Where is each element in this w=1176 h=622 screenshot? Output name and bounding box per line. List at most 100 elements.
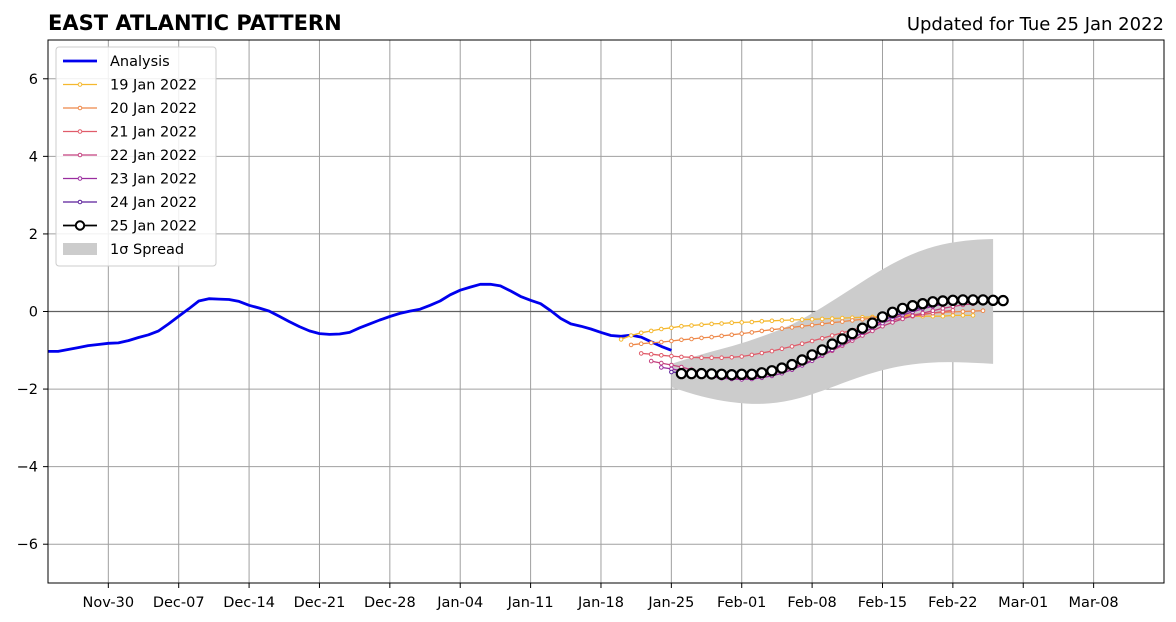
data-point — [715, 368, 728, 380]
data-point — [709, 334, 714, 340]
data-point — [896, 302, 909, 315]
legend-label: Analysis — [110, 54, 170, 70]
data-point — [628, 333, 634, 338]
data-point — [759, 328, 765, 334]
data-point — [679, 337, 684, 343]
y-tick-label: 2 — [29, 227, 38, 243]
data-point — [729, 320, 735, 326]
legend: Analysis 19 Jan 2022 20 Jan 2022 21 Jan 202… — [55, 46, 217, 267]
chart-title: EAST ATLANTIC PATTERN — [48, 11, 342, 35]
data-point — [756, 367, 768, 379]
data-point — [920, 310, 926, 316]
legend-marker — [74, 220, 86, 231]
legend-entry: 1σ Spread — [63, 242, 184, 258]
y-tick-label: −2 — [17, 382, 38, 398]
data-point — [809, 338, 815, 344]
data-point — [799, 341, 805, 347]
data-point — [856, 322, 869, 334]
data-point — [799, 317, 805, 322]
legend-entry: 22 Jan 2022 — [63, 148, 197, 164]
data-point — [940, 313, 946, 319]
data-point — [910, 313, 915, 319]
data-point — [648, 340, 654, 346]
data-point — [659, 353, 664, 358]
data-point — [638, 330, 644, 336]
legend-marker — [77, 129, 83, 134]
x-axis: Nov-30 Dec-07 Dec-14 Dec-21 Dec-28 Jan-04 Jan-… — [83, 583, 1119, 611]
data-point — [739, 331, 745, 336]
data-point — [806, 349, 818, 361]
data-point — [769, 348, 775, 354]
legend-marker — [77, 82, 83, 87]
data-point — [659, 360, 664, 366]
data-point — [769, 327, 775, 333]
data-point — [977, 294, 989, 306]
data-point — [829, 333, 835, 338]
data-point — [836, 333, 849, 345]
x-tick-label: Jan-04 — [436, 595, 483, 611]
data-point — [679, 323, 684, 329]
y-tick-label: 4 — [29, 149, 38, 165]
data-point — [669, 362, 674, 368]
legend-marker — [77, 176, 83, 181]
data-point — [739, 320, 745, 325]
data-point — [840, 319, 845, 324]
data-point — [829, 320, 835, 326]
legend-label: 25 Jan 2022 — [110, 219, 197, 235]
data-point — [699, 355, 704, 361]
data-point — [729, 332, 735, 338]
legend-marker — [77, 152, 83, 158]
data-point — [749, 330, 755, 335]
data-point — [886, 306, 899, 318]
data-point — [689, 355, 694, 360]
y-axis: −6 −4 −2 0 2 4 6 — [17, 72, 48, 553]
y-tick-label: −4 — [17, 460, 38, 476]
series-25-jan-2022 — [675, 294, 1009, 381]
chart-subtitle: Updated for Tue 25 Jan 2022 — [907, 14, 1164, 35]
data-point — [689, 323, 694, 328]
data-point — [927, 296, 939, 308]
legend-label: 22 Jan 2022 — [110, 148, 197, 164]
data-point — [786, 358, 798, 371]
data-point — [937, 295, 949, 307]
x-tick-label: Nov-30 — [83, 595, 135, 611]
data-point — [699, 335, 704, 341]
x-tick-label: Feb-15 — [858, 595, 907, 611]
data-point — [789, 344, 795, 349]
x-tick-label: Feb-22 — [928, 595, 977, 611]
data-point — [675, 367, 688, 380]
legend-entry: 19 Jan 2022 — [63, 78, 197, 94]
data-point — [685, 367, 698, 380]
x-tick-label: Dec-21 — [294, 595, 346, 611]
data-point — [669, 369, 674, 375]
data-point — [809, 317, 815, 322]
data-point — [719, 355, 724, 361]
data-point — [719, 333, 724, 339]
x-tick-label: Mar-01 — [998, 595, 1048, 611]
data-point — [799, 323, 805, 329]
data-point — [669, 353, 674, 359]
x-tick-label: Jan-11 — [507, 595, 554, 611]
x-tick-label: Dec-14 — [223, 595, 275, 611]
data-point — [638, 351, 644, 356]
series-analysis — [48, 282, 672, 353]
data-point — [819, 316, 825, 322]
data-point — [846, 327, 859, 340]
data-point — [850, 318, 855, 323]
data-point — [776, 362, 788, 374]
data-point — [819, 321, 825, 327]
legend-label: 21 Jan 2022 — [110, 125, 197, 141]
data-point — [759, 350, 765, 356]
data-point — [618, 337, 624, 342]
data-point — [917, 298, 929, 310]
data-point — [809, 322, 815, 328]
data-point — [659, 326, 664, 332]
data-point — [669, 325, 674, 331]
data-point — [819, 336, 825, 341]
y-tick-label: 6 — [29, 72, 38, 88]
data-point — [739, 354, 745, 359]
data-point — [960, 309, 966, 314]
legend-entry: 24 Jan 2022 — [63, 195, 197, 211]
data-point — [906, 300, 919, 312]
data-point — [779, 318, 785, 323]
